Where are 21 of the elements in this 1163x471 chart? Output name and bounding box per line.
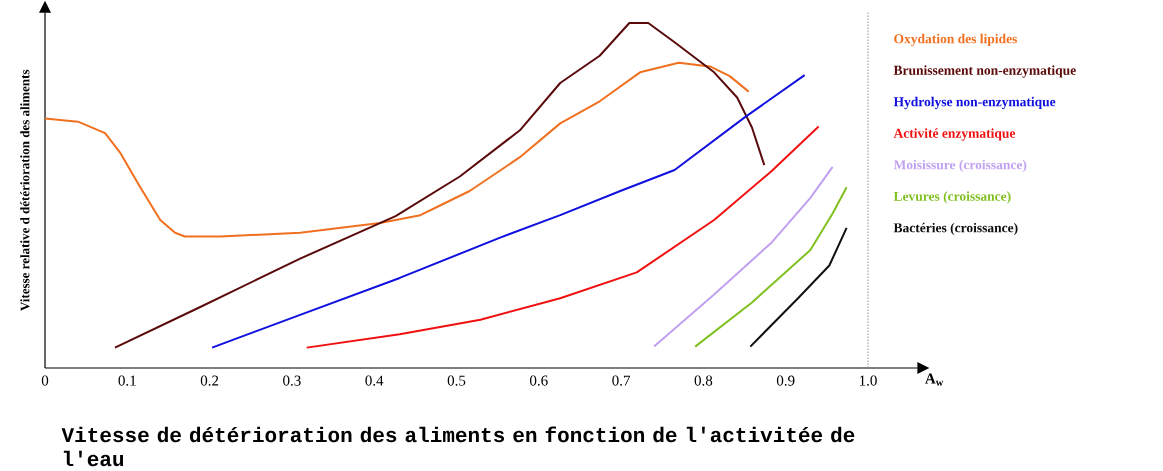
x-tick-label: 0.5	[447, 375, 466, 386]
x-tick-label: 0.1	[118, 375, 136, 386]
text: Brunissement non-enzymatique	[893, 65, 1076, 78]
y-axis-title: Vitesse relative d détérioration des aliments	[20, 69, 30, 311]
text: Moisissure (croissance)	[893, 159, 1027, 173]
text: Vitesse de détérioration des aliments en fonction de l'activitée de l'eau	[61, 426, 855, 467]
x-tick-label: 0.8	[694, 375, 713, 386]
x-tick-label: 0.9	[776, 375, 795, 386]
x-tick-label: 0	[41, 375, 49, 386]
x-tick-label: 0.4	[365, 375, 384, 386]
x-axis-title: A$_{w}$	[925, 373, 944, 386]
text: Hydrolyse non-enzymatique	[893, 96, 1056, 110]
text: Bactéries (croissance)	[893, 222, 1018, 236]
x-tick-label: 0.7	[612, 375, 631, 386]
text: Oxydation des lipides	[894, 33, 1017, 47]
x-tick-label: 0.6	[529, 375, 548, 386]
x-tick-label: 0.3	[283, 375, 301, 386]
text: Activité enzymatique	[893, 128, 1016, 141]
text: Levures (croissance)	[893, 191, 1011, 204]
x-tick-label: 1.0	[859, 375, 877, 386]
x-tick-label: 0.2	[200, 375, 219, 386]
